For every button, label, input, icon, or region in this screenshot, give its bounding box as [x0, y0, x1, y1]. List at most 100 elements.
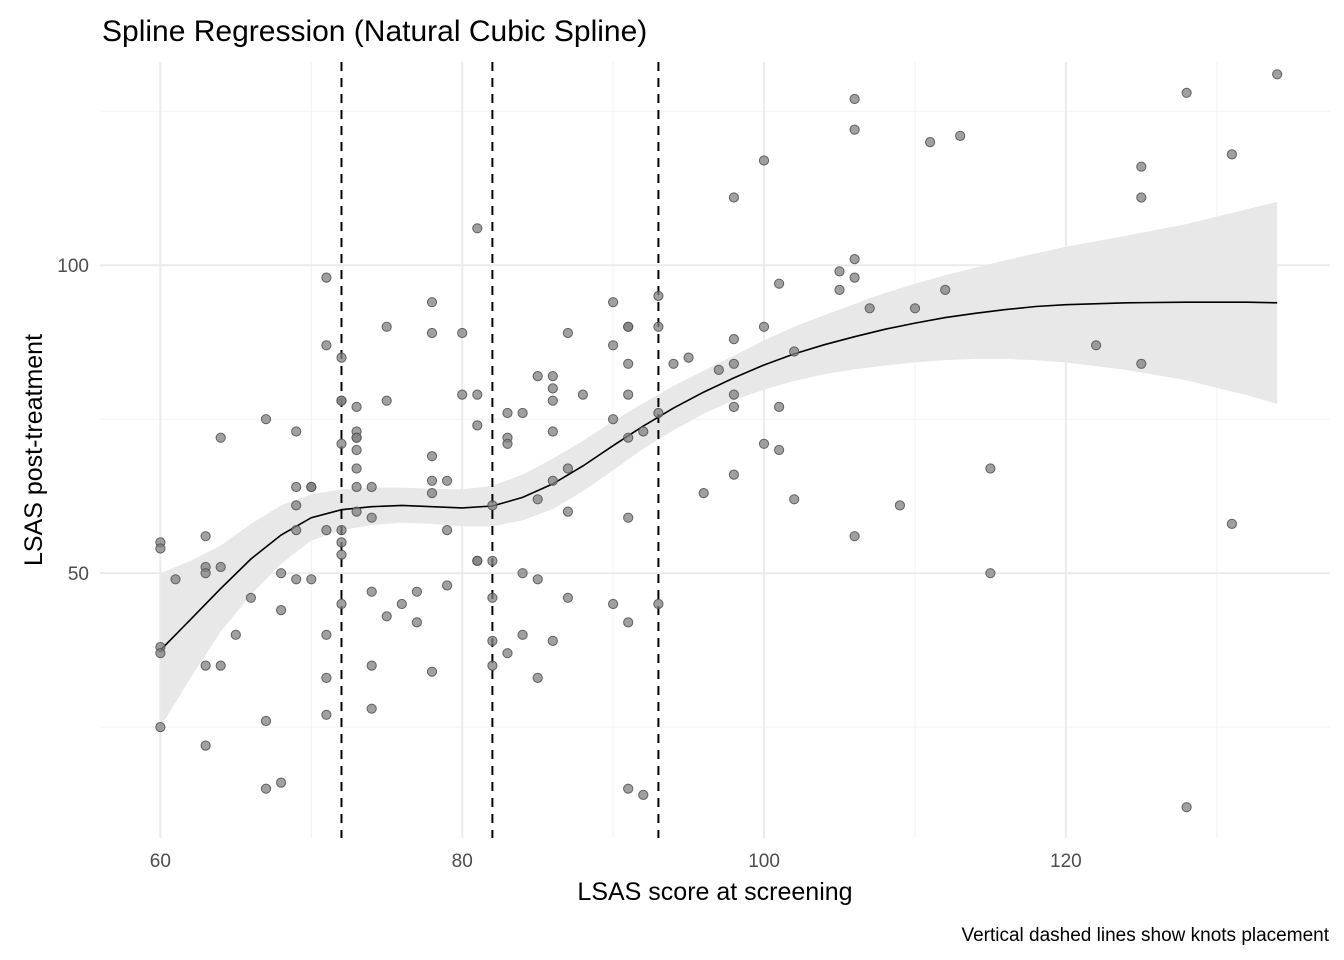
data-point	[200, 660, 211, 671]
data-point	[668, 358, 679, 369]
data-point	[955, 130, 966, 141]
data-point	[758, 438, 770, 449]
data-point	[623, 389, 634, 400]
data-point	[155, 722, 166, 733]
data-point	[532, 371, 543, 382]
data-point	[1272, 69, 1283, 80]
data-point	[728, 358, 740, 369]
minor-gridlines	[100, 62, 1330, 838]
data-point	[336, 438, 347, 449]
data-point	[1091, 340, 1102, 351]
x-tick-label: 100	[748, 851, 780, 872]
data-point	[789, 346, 800, 357]
data-point	[336, 352, 347, 363]
chart-title: Spline Regression (Natural Cubic Spline)	[102, 15, 647, 48]
data-point	[411, 617, 422, 628]
data-point	[774, 444, 785, 456]
data-point	[623, 512, 634, 523]
data-point	[155, 543, 166, 554]
data-point	[758, 155, 770, 166]
data-point	[1226, 149, 1238, 160]
data-point	[728, 401, 740, 412]
data-point	[698, 488, 709, 499]
chart-caption: Vertical dashed lines show knots placeme…	[961, 925, 1329, 946]
data-point	[1136, 358, 1147, 369]
data-point	[487, 660, 498, 671]
data-point	[381, 611, 392, 622]
data-point	[789, 494, 800, 505]
data-point	[306, 574, 317, 585]
spline-fit-line	[159, 301, 1278, 651]
data-point	[532, 672, 543, 684]
knot-lines	[340, 62, 660, 838]
data-point	[426, 488, 438, 499]
data-point	[442, 475, 453, 486]
data-point	[351, 506, 362, 517]
data-point	[321, 272, 332, 283]
data-point	[1136, 192, 1147, 203]
data-point	[200, 740, 211, 751]
data-point	[849, 272, 860, 283]
data-point	[547, 475, 558, 486]
data-point	[487, 555, 498, 567]
data-point	[864, 303, 875, 314]
data-point	[849, 531, 860, 542]
data-point	[381, 321, 392, 332]
data-point	[623, 432, 634, 443]
data-point	[472, 555, 483, 567]
data-point	[608, 598, 619, 610]
data-point	[562, 327, 574, 339]
data-point	[351, 444, 362, 456]
data-point	[1136, 161, 1147, 172]
data-point	[547, 635, 558, 647]
data-point	[653, 290, 664, 302]
data-point	[321, 525, 332, 536]
data-point	[925, 137, 936, 148]
data-point	[215, 432, 226, 443]
data-point	[502, 648, 513, 659]
data-point	[291, 525, 302, 536]
data-point	[472, 389, 483, 400]
data-point	[834, 284, 845, 295]
data-point	[215, 561, 226, 573]
data-point	[291, 481, 302, 493]
data-point	[1181, 87, 1192, 98]
data-point	[608, 340, 619, 351]
data-point	[276, 568, 287, 579]
data-point	[472, 420, 483, 431]
data-point	[381, 395, 392, 406]
data-point	[774, 278, 785, 289]
data-point	[547, 371, 558, 382]
y-axis-ticks: 50 100	[57, 256, 89, 585]
confidence-band	[160, 201, 1278, 728]
data-point	[728, 192, 740, 203]
data-point	[653, 407, 664, 419]
data-point	[442, 580, 453, 591]
data-point	[728, 469, 740, 480]
data-point	[321, 709, 332, 720]
data-points	[155, 69, 1283, 813]
data-point	[940, 284, 951, 295]
y-tick-label: 50	[68, 564, 89, 585]
data-point	[487, 500, 498, 511]
data-point	[547, 383, 558, 394]
data-point	[366, 586, 377, 597]
data-point	[562, 506, 574, 517]
y-axis-title: LSAS post-treatment	[20, 334, 48, 566]
data-point	[472, 223, 483, 234]
data-point	[260, 783, 272, 794]
data-point	[426, 297, 438, 308]
data-point	[638, 789, 649, 801]
data-point	[623, 783, 634, 794]
data-point	[351, 463, 362, 474]
data-point	[215, 660, 226, 671]
data-point	[336, 549, 347, 560]
x-axis-ticks: 60 80 100 120	[150, 851, 1082, 872]
data-point	[1226, 518, 1238, 530]
data-point	[623, 358, 634, 369]
data-point	[336, 525, 347, 536]
x-tick-label: 120	[1050, 851, 1082, 872]
data-point	[562, 463, 574, 474]
data-point	[985, 568, 996, 579]
